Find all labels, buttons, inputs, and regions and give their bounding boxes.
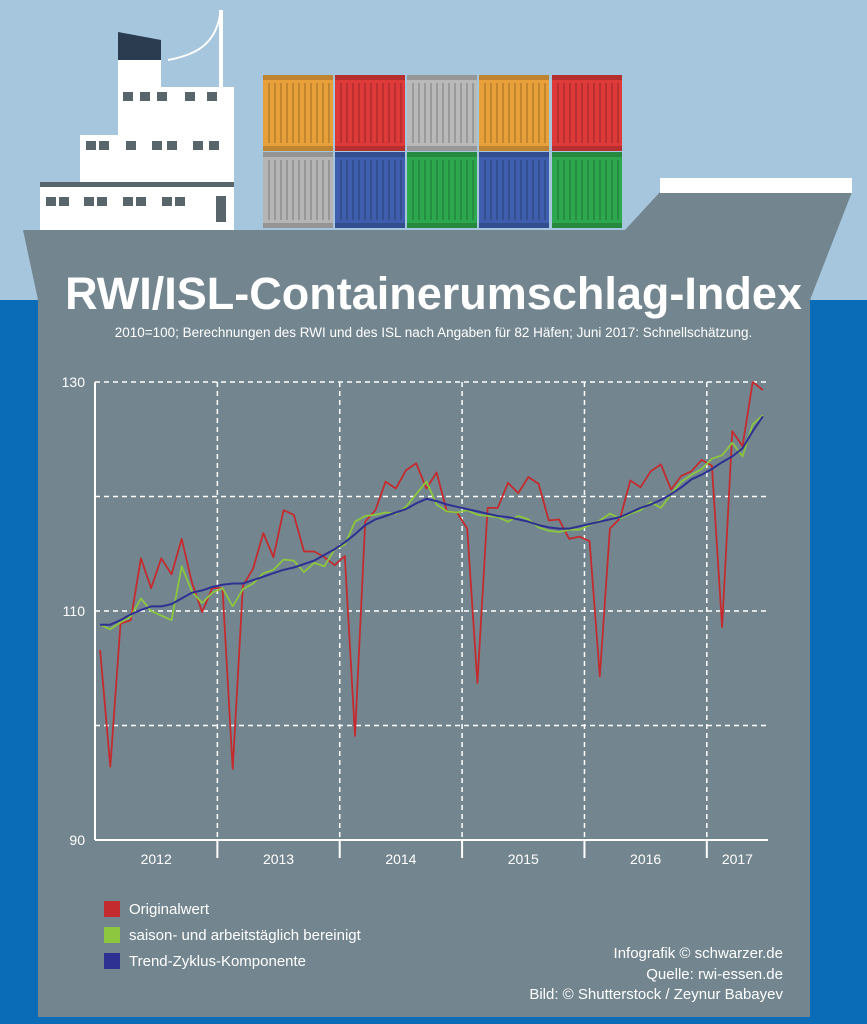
chart-subtitle: 2010=100; Berechnungen des RWI und des I… (114, 325, 753, 340)
container-red-upper-2 (335, 75, 405, 151)
legend: Originalwert saison- und arbeitstäglich … (104, 896, 361, 974)
year-label: 2015 (508, 851, 539, 867)
year-label: 2016 (630, 851, 661, 867)
y-tick-label: 130 (62, 374, 86, 390)
credit-infographic: Infografik © schwarzer.de (613, 945, 783, 962)
year-label: 2017 (722, 851, 753, 867)
y-tick-labels: 90 110 130 (62, 374, 86, 848)
legend-item-adjusted: saison- und arbeitstäglich bereinigt (104, 922, 361, 948)
legend-item-trend: Trend-Zyklus-Komponente (104, 948, 361, 974)
legend-item-original: Originalwert (104, 896, 361, 922)
chart-series (99, 381, 764, 770)
year-label: 2014 (385, 851, 416, 867)
chart-title: RWI/ISL-Containerumschlag-Index (65, 268, 802, 319)
container-orange-upper-4 (479, 75, 549, 151)
container-green-lower-3 (407, 152, 477, 228)
legend-swatch-adjusted (104, 927, 120, 943)
container-grey-lower-1 (263, 152, 333, 228)
container-blue-lower-2 (335, 152, 405, 228)
container-stack (263, 75, 622, 228)
container-grey-upper-3 (407, 75, 477, 151)
container-green-lower-5 (552, 152, 622, 228)
legend-swatch-original (104, 901, 120, 917)
chart-grid (95, 381, 768, 840)
container-blue-lower-4 (479, 152, 549, 228)
legend-label-original: Originalwert (129, 900, 210, 918)
credits: Infografik © schwarzer.de Quelle: rwi-es… (529, 944, 783, 1006)
series-line-original (99, 381, 764, 770)
ship-hull (23, 192, 852, 1017)
chart: 90 110 130 2012 2013 2014 2015 2016 2017 (62, 374, 768, 867)
container-orange-upper-1 (263, 75, 333, 151)
y-tick-label: 90 (69, 832, 85, 848)
year-labels: 2012 2013 2014 2015 2016 2017 (141, 851, 754, 867)
credit-source: Quelle: rwi-essen.de (646, 965, 783, 983)
year-label: 2012 (141, 851, 172, 867)
legend-label-trend: Trend-Zyklus-Komponente (129, 952, 307, 970)
y-tick-label: 110 (63, 603, 86, 619)
year-label: 2013 (263, 851, 294, 867)
ship-bridge (40, 10, 234, 230)
credit-image: Bild: © Shutterstock / Zeynur Babayev (529, 986, 783, 1003)
chart-axes (94, 382, 768, 858)
bow-deck (660, 178, 852, 193)
legend-swatch-trend (104, 953, 120, 969)
legend-label-adjusted: saison- und arbeitstäglich bereinigt (129, 926, 361, 944)
container-red-upper-5 (552, 75, 622, 151)
series-line-trend (100, 415, 764, 626)
